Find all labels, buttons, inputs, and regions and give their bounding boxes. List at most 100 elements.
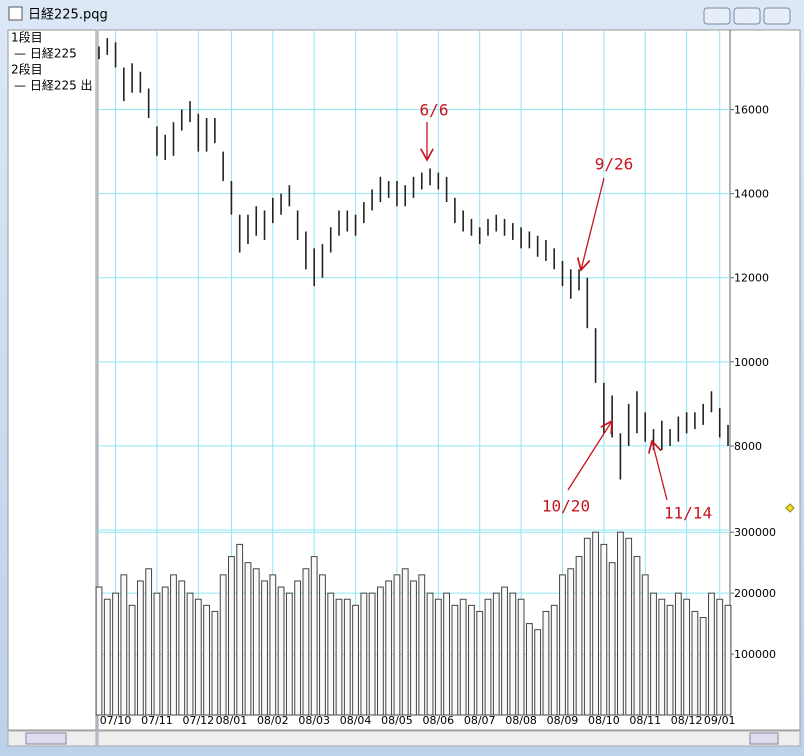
y-tick-label: 12000 [734, 272, 769, 285]
volume-bar [335, 598, 343, 716]
x-tick-label: 08/07 [464, 714, 496, 727]
legend-text: 2段目 [11, 62, 43, 77]
volume-bar [534, 629, 542, 716]
volume-bar [724, 604, 732, 716]
y-tick-label: 300000 [734, 526, 776, 539]
volume-bar [674, 592, 682, 716]
volume-bar [418, 574, 426, 716]
volume-bar [136, 580, 144, 716]
volume-bar [716, 598, 724, 716]
volume-bar [492, 592, 500, 716]
volume-bar [625, 537, 633, 716]
x-tick-label: 09/01 [704, 714, 736, 727]
volume-bar [650, 592, 657, 716]
scrollbar[interactable] [97, 730, 801, 747]
minimize-button[interactable] [703, 7, 731, 25]
x-tick-label: 08/01 [216, 714, 248, 727]
x-tick-label: 08/05 [381, 714, 413, 727]
x-tick-label: 08/06 [422, 714, 454, 727]
volume-bar [434, 598, 442, 716]
volume-bar [666, 604, 674, 716]
volume-bar [517, 598, 525, 716]
scroll-thumb[interactable] [749, 732, 779, 745]
y-tick-label: 16000 [734, 104, 769, 117]
volume-bar [567, 568, 575, 716]
maximize-button[interactable] [733, 7, 761, 25]
volume-bar [699, 617, 707, 716]
volume-bar [294, 580, 302, 716]
window-title: 日経225.pqg [28, 8, 108, 23]
volume-bar [360, 592, 368, 716]
window-icon [8, 6, 23, 21]
legend-text: 1段目 [11, 30, 43, 45]
volume-bar [451, 604, 459, 716]
y-tick-label: 14000 [734, 188, 769, 201]
x-tick-label: 08/03 [298, 714, 330, 727]
volume-bar [219, 574, 227, 716]
volume-bar [683, 598, 691, 716]
volume-bar [608, 562, 616, 716]
volume-bar [559, 574, 566, 716]
volume-bar [103, 598, 111, 716]
volume-bar [476, 610, 484, 716]
x-tick-label: 08/11 [629, 714, 661, 727]
y-tick-label: 100000 [734, 648, 776, 661]
volume-bar [186, 592, 194, 716]
x-tick-label: 08/08 [505, 714, 537, 727]
volume-bar [509, 592, 517, 716]
volume-bar [550, 604, 558, 716]
x-tick-label: 07/11 [141, 714, 173, 727]
annotation-arrow [652, 441, 668, 501]
volume-bar [228, 556, 235, 716]
legend-text: — 日経225 出 [14, 79, 93, 93]
volume-bar [128, 604, 136, 716]
volume-bar [443, 592, 451, 716]
volume-bar [633, 556, 641, 716]
volume-bar [236, 543, 244, 716]
volume-bar [542, 610, 550, 716]
volume-bar [145, 568, 153, 716]
volume-bar [501, 586, 508, 716]
x-tick-label: 08/12 [671, 714, 703, 727]
volume-bar [352, 604, 359, 716]
volume-bar [120, 574, 128, 716]
volume-bar [211, 610, 219, 716]
annotation: 11/14 [664, 504, 712, 523]
volume-bar [376, 586, 384, 716]
volume-bar [277, 586, 285, 716]
volume-bar [244, 562, 252, 716]
marker [785, 503, 795, 513]
scroll-thumb[interactable] [25, 732, 67, 745]
x-tick-label: 08/02 [257, 714, 289, 727]
volume-bar [385, 580, 393, 716]
legend-text: — 日経225 [14, 47, 77, 61]
annotation: 10/20 [542, 497, 590, 516]
volume-bar [525, 623, 533, 716]
volume-bar [641, 574, 649, 716]
volume-bar [203, 604, 210, 716]
x-tick-label: 08/04 [340, 714, 372, 727]
plot: 07/10 07/11 07/12 08/01 08/02 08/03 08/04 08/05… [95, 30, 776, 727]
x-tick-label: 07/10 [100, 714, 132, 727]
x-tick-label: 08/09 [547, 714, 579, 727]
volume-bar [343, 598, 351, 716]
volume-bar [112, 592, 119, 716]
volume-bar [302, 568, 310, 716]
volume-bar [617, 531, 624, 716]
volume-bar [178, 580, 186, 716]
y-tick-label: 8000 [734, 440, 762, 453]
volume-bar [153, 592, 161, 716]
volume-bar [327, 592, 335, 716]
volume-bar [468, 604, 475, 716]
volume-bar [269, 574, 277, 716]
volume-bar [194, 598, 202, 716]
annotation: 6/6 [420, 101, 449, 120]
volume-bar [401, 568, 409, 716]
close-button[interactable] [763, 7, 791, 25]
y-tick-label: 10000 [734, 356, 769, 369]
x-tick-label: 07/12 [182, 714, 214, 727]
volume-bar [319, 574, 326, 716]
volume-bar [261, 580, 268, 716]
